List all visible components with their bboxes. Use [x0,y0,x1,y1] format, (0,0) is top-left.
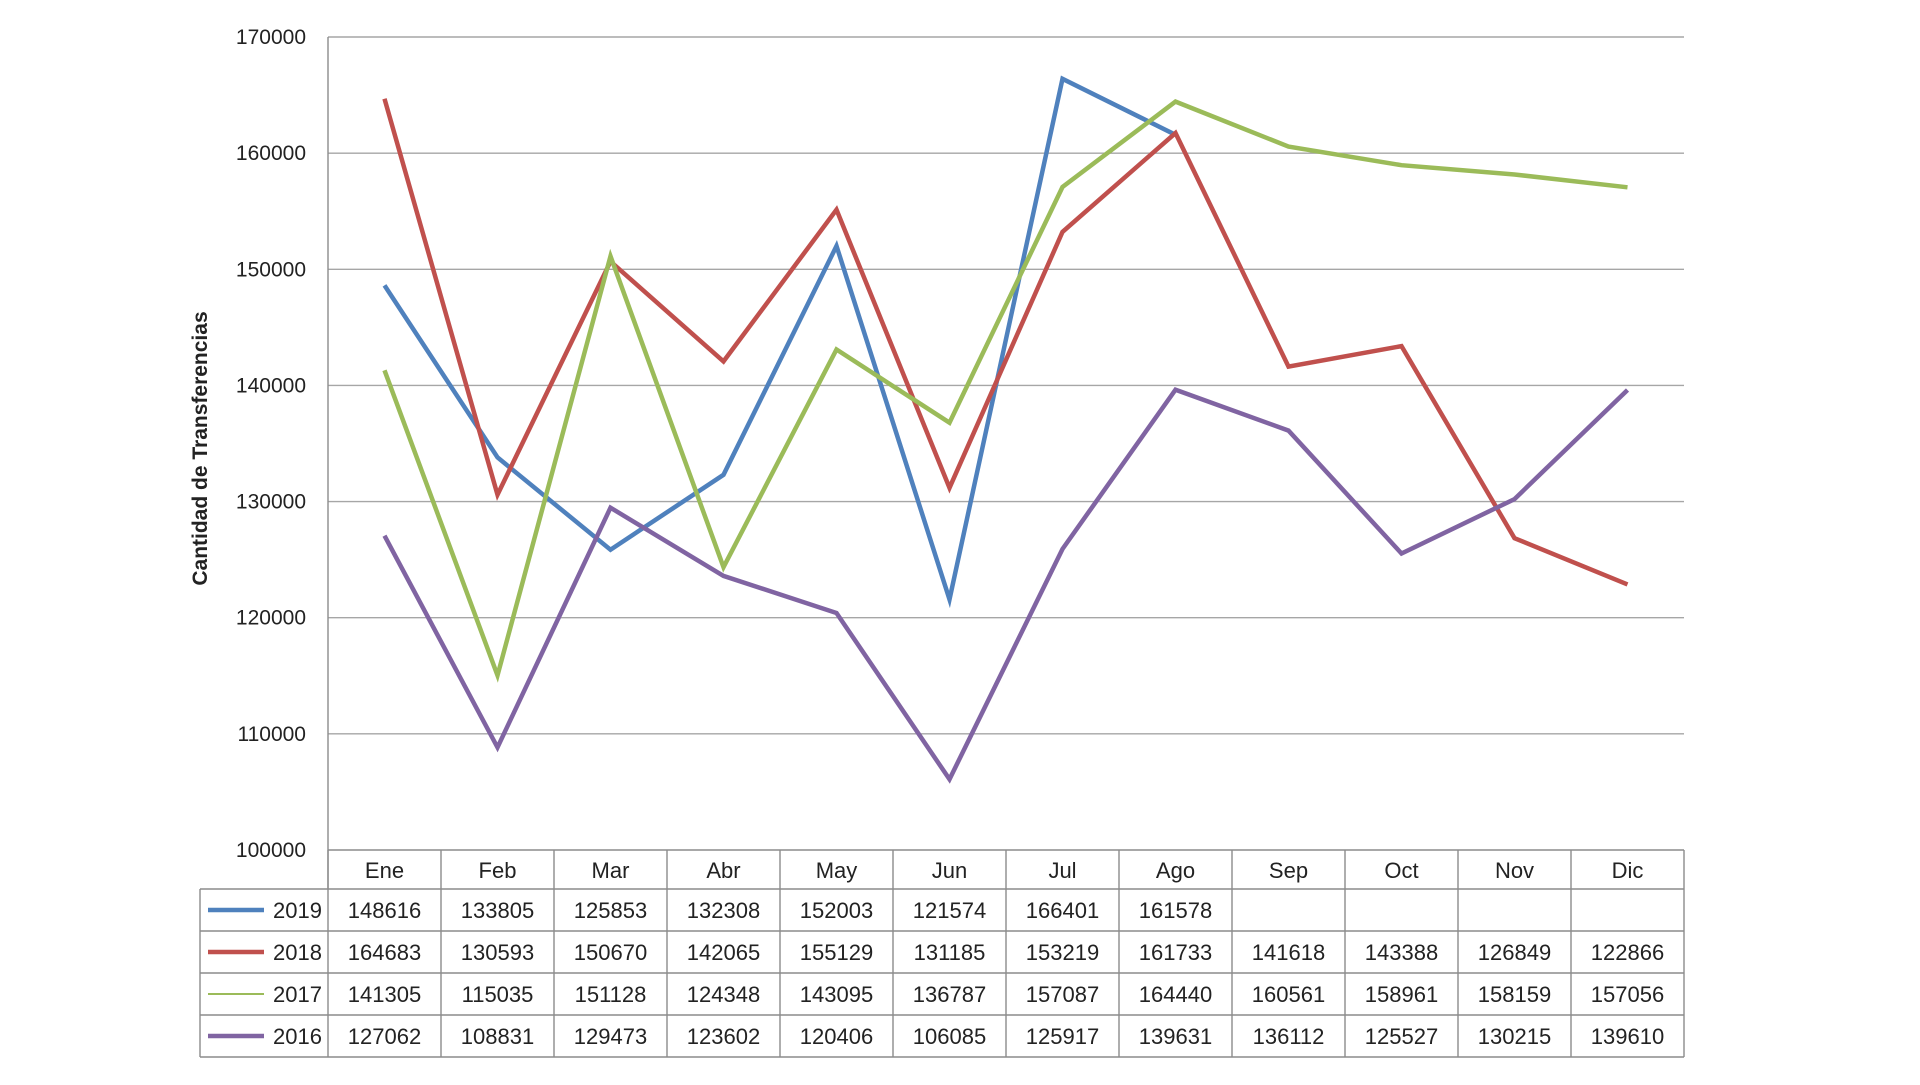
data-label: 131185 [914,940,986,965]
data-label: 141618 [1252,940,1325,965]
data-label: 158961 [1365,982,1438,1007]
data-label: 152003 [800,898,873,923]
x-tick-label: Ene [365,858,404,883]
data-label: 127062 [348,1024,421,1049]
data-label: 106085 [913,1024,986,1049]
data-label: 124348 [687,982,760,1007]
legend-label: 2017 [273,982,322,1007]
data-label: 151128 [575,982,647,1007]
x-tick-label: May [816,858,858,883]
y-tick-label: 130000 [236,491,306,514]
x-tick-label: Nov [1495,858,1534,883]
data-label: 157056 [1591,982,1664,1007]
data-label: 115035 [462,982,534,1007]
x-tick-label: Feb [479,858,517,883]
data-label: 164683 [348,940,421,965]
y-tick-label: 120000 [236,607,306,630]
y-tick-label: 160000 [236,142,306,165]
data-label: 125527 [1365,1024,1438,1049]
data-label: 122866 [1591,940,1664,965]
data-label: 164440 [1139,982,1212,1007]
y-tick-label: 140000 [236,374,306,397]
x-tick-label: Jul [1048,858,1076,883]
data-label: 130215 [1478,1024,1551,1049]
y-tick-label: 170000 [236,26,306,49]
legend-label: 2018 [273,940,322,965]
series-line-2016 [385,390,1628,780]
data-label: 129473 [574,1024,647,1049]
data-label: 120406 [800,1024,873,1049]
data-label: 166401 [1026,898,1099,923]
x-tick-label: Abr [706,858,740,883]
x-tick-label: Oct [1384,858,1418,883]
data-table: Ene Feb Mar Abr May Jun Jul Ago Sep Oct Nov Dic 2019… [200,850,1684,1057]
data-label: 108831 [461,1024,534,1049]
data-label: 136112 [1253,1024,1325,1049]
data-label: 161578 [1139,898,1212,923]
data-label: 157087 [1026,982,1099,1007]
data-label: 143388 [1365,940,1438,965]
data-label: 141305 [348,982,421,1007]
data-label: 142065 [687,940,760,965]
data-label: 153219 [1026,940,1099,965]
data-label: 130593 [461,940,534,965]
data-label: 158159 [1478,982,1551,1007]
data-label: 133805 [461,898,534,923]
legend-label: 2019 [273,898,322,923]
x-tick-label: Mar [592,858,630,883]
series-line-2019 [385,79,1176,600]
data-label: 136787 [913,982,986,1007]
data-label: 132308 [687,898,760,923]
x-tick-label: Ago [1156,858,1195,883]
data-label: 121574 [913,898,986,923]
x-tick-label: Jun [932,858,967,883]
y-tick-label: 110000 [237,723,306,746]
data-label: 139631 [1139,1024,1212,1049]
x-tick-label: Dic [1612,858,1644,883]
data-label: 139610 [1591,1024,1664,1049]
y-tick-label: 100000 [236,839,306,862]
data-label: 126849 [1478,940,1551,965]
y-tick-label: 150000 [236,258,306,281]
x-tick-label: Sep [1269,858,1308,883]
data-label: 125853 [574,898,647,923]
series-lines [384,79,1627,780]
data-label: 150670 [574,940,647,965]
gridlines: 100000 110000 120000 130000 140000 150000 1600… [236,26,1684,862]
data-label: 125917 [1026,1024,1099,1049]
data-label: 161733 [1139,940,1212,965]
data-label: 123602 [687,1024,760,1049]
axes [328,37,1684,889]
legend-label: 2016 [273,1024,322,1049]
data-label: 143095 [800,982,873,1007]
data-label: 155129 [800,940,873,965]
y-axis-label: Cantidad de Transferencias [189,311,212,585]
data-label: 148616 [348,898,421,923]
data-label: 160561 [1252,982,1325,1007]
